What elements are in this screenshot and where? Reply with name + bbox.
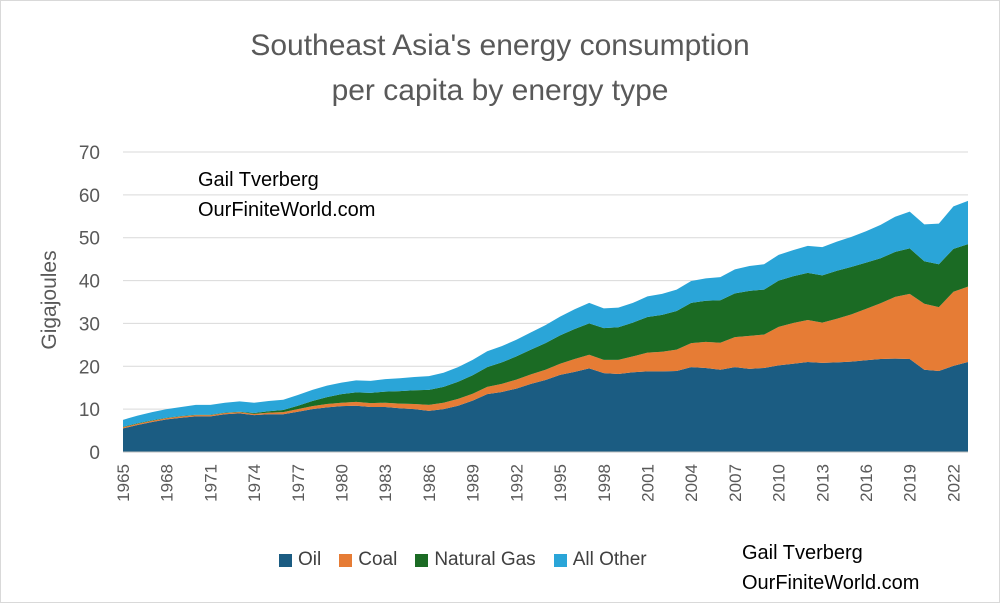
legend-swatch-oil [279,553,292,567]
chart-legend: Oil Coal Natural Gas All Other [279,545,647,575]
x-tick-label-1971: 1971 [201,464,220,502]
x-tick-label-1983: 1983 [376,464,395,502]
legend-item-coal: Coal [339,549,397,571]
x-tick-label-1974: 1974 [245,464,264,502]
legend-label-coal: Coal [358,549,398,570]
x-tick-label-2001: 2001 [638,464,657,502]
y-tick-label-60: 60 [79,186,100,207]
x-tick-label-1968: 1968 [158,464,177,502]
legend-item-natural-gas: Natural Gas [415,549,536,571]
area-series-all-other [123,200,968,427]
area-series-oil [123,358,968,452]
y-tick-label-70: 70 [79,143,100,164]
y-tick-label-20: 20 [79,357,100,378]
x-tick-label-1989: 1989 [464,464,483,502]
chart-title-line-2: per capita by energy type [331,74,669,107]
watermark-site: OurFiniteWorld.com [742,572,920,594]
legend-swatch-coal [339,553,353,567]
x-tick-label-2004: 2004 [682,464,701,502]
legend-label-oil: Oil [298,549,322,570]
legend-item-oil: Oil [279,549,321,571]
y-tick-label-40: 40 [79,272,100,293]
watermark-bottom: Gail Tverberg OurFiniteWorld.com [742,538,919,598]
x-tick-label-1977: 1977 [289,464,308,502]
x-tick-label-2019: 2019 [901,464,920,502]
y-tick-label-0: 0 [89,443,100,464]
y-tick-label-50: 50 [79,229,100,250]
legend-swatch-natural-gas [415,553,429,567]
legend-item-all-other: All Other [553,549,647,571]
x-tick-label-1980: 1980 [333,464,352,502]
area-series-natural-gas [123,244,968,428]
y-tick-label-30: 30 [79,314,100,335]
area-series-coal [123,286,968,429]
x-tick-label-1995: 1995 [551,464,570,502]
watermark-top: Gail Tverberg OurFiniteWorld.com [198,165,375,225]
x-tick-label-2010: 2010 [770,464,789,502]
legend-label-natural-gas: Natural Gas [434,549,536,570]
chart-title-line-1: Southeast Asia's energy consumption [250,29,750,62]
y-tick-label-10: 10 [79,400,100,421]
x-tick-label-1998: 1998 [595,464,614,502]
watermark-author: Gail Tverberg [198,169,319,191]
x-tick-label-1965: 1965 [114,464,133,502]
legend-label-all-other: All Other [572,549,647,570]
x-tick-label-2016: 2016 [857,464,876,502]
watermark-site: OurFiniteWorld.com [198,199,376,221]
legend-swatch-all-other [553,553,567,567]
x-tick-label-2022: 2022 [944,464,963,502]
watermark-author: Gail Tverberg [742,542,863,564]
x-tick-label-2013: 2013 [813,464,832,502]
x-tick-label-2007: 2007 [726,464,745,502]
x-tick-label-1992: 1992 [507,464,526,502]
x-tick-label-1986: 1986 [420,464,439,502]
